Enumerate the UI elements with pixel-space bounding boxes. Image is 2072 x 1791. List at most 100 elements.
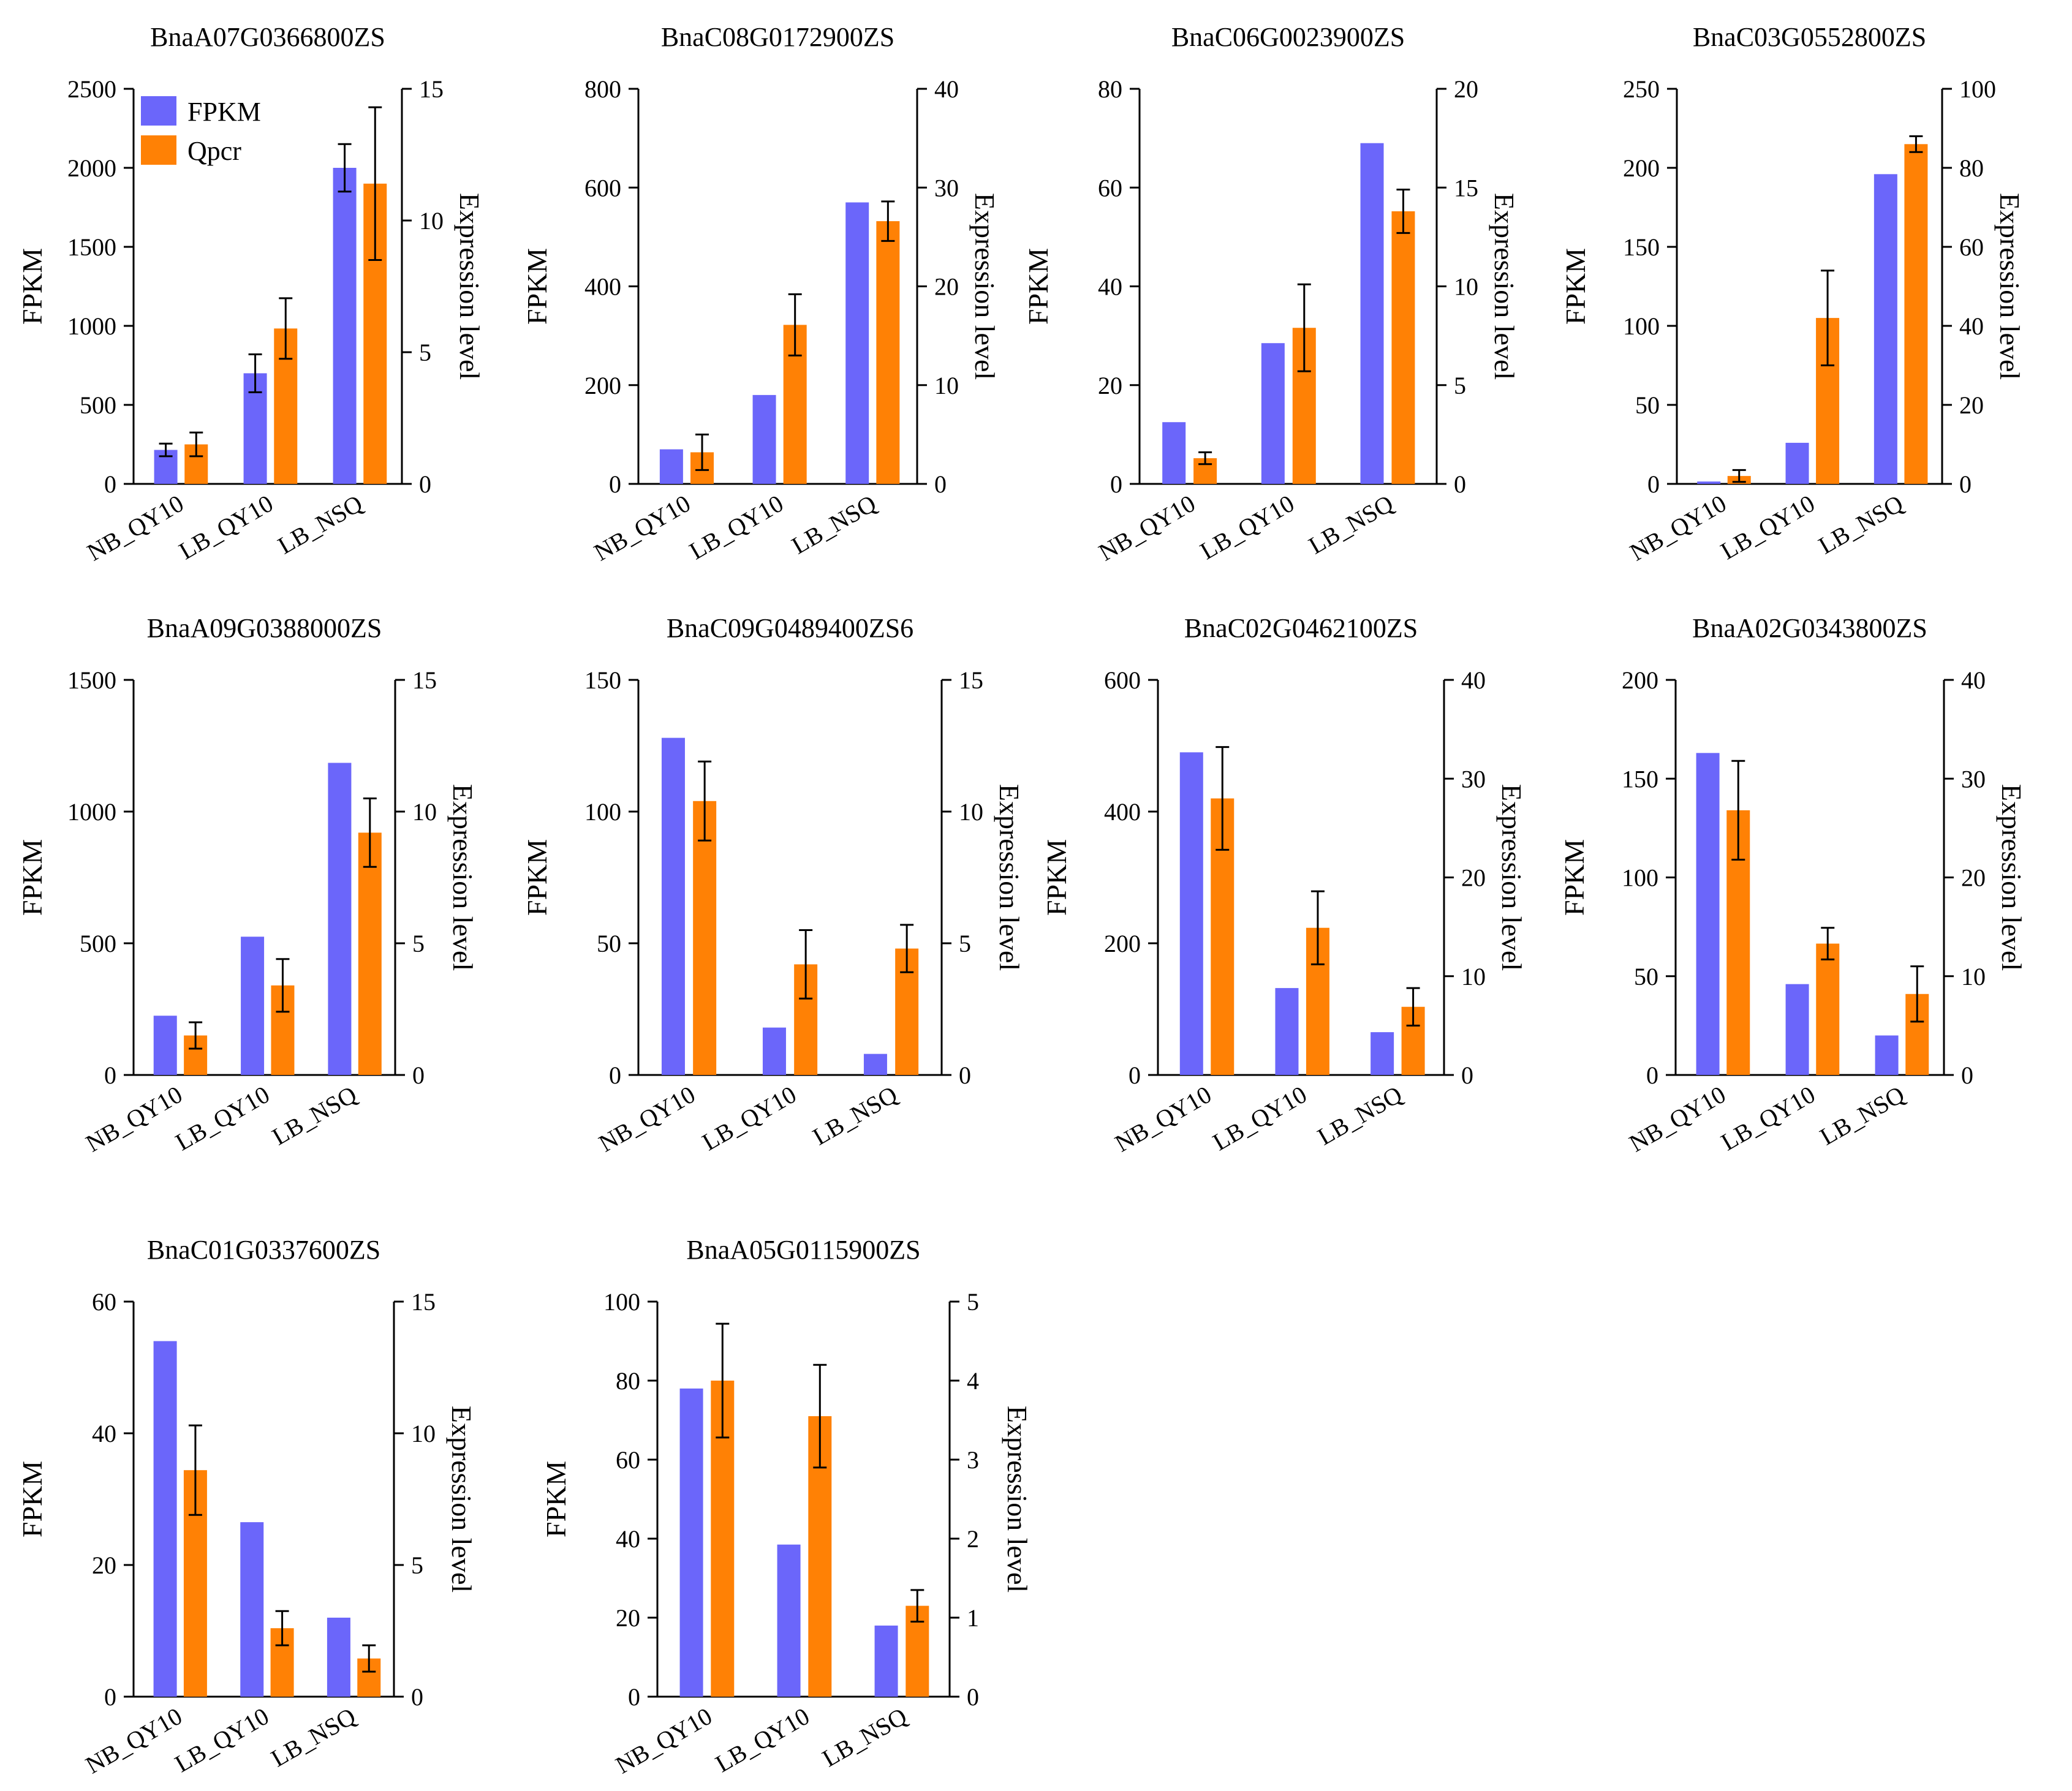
fpkm-bar-lb-qy10 bbox=[1275, 988, 1299, 1075]
left-tick-label: 100 bbox=[584, 798, 621, 826]
left-tick-label: 40 bbox=[1098, 273, 1122, 301]
right-tick-label: 40 bbox=[1961, 666, 1986, 694]
chart-title: BnaA05G0115900ZS bbox=[686, 1235, 920, 1265]
right-tick-label: 30 bbox=[934, 174, 959, 202]
right-tick-label: 2 bbox=[967, 1525, 979, 1553]
x-tick-label: LB_NSQ bbox=[817, 1702, 911, 1773]
left-tick-label: 200 bbox=[584, 372, 621, 399]
right-tick-label: 20 bbox=[934, 273, 959, 301]
x-tick-label: NB_QY10 bbox=[589, 489, 695, 567]
x-tick-label: LB_QY10 bbox=[1716, 489, 1820, 565]
right-tick-label: 15 bbox=[959, 666, 983, 694]
qpcr-bar-lb-nsq bbox=[876, 221, 900, 484]
left-tick-label: 50 bbox=[597, 930, 621, 957]
left-tick-label: 150 bbox=[584, 666, 621, 694]
right-tick-label: 40 bbox=[1959, 312, 1984, 340]
x-tick-label: LB_QY10 bbox=[1716, 1080, 1820, 1156]
qpcr-bar-lb-nsq bbox=[1391, 211, 1415, 484]
right-tick-label: 5 bbox=[959, 930, 971, 957]
x-tick-label: NB_QY10 bbox=[1625, 1080, 1731, 1158]
left-tick-label: 0 bbox=[1647, 470, 1660, 498]
left-tick-label: 150 bbox=[1623, 233, 1660, 261]
right-tick-label: 0 bbox=[1961, 1061, 1973, 1089]
left-tick-label: 800 bbox=[584, 75, 621, 103]
fpkm-bar-nb-qy10 bbox=[1179, 752, 1203, 1075]
right-tick-label: 0 bbox=[934, 470, 947, 498]
chart-title: BnaC08G0172900ZS bbox=[661, 22, 894, 52]
fpkm-bar-lb-qy10 bbox=[241, 937, 265, 1075]
chart-panel-10: BnaA05G0115900ZS 0 20 40 60 80 100 0 1 2 3 4 5 FPKM Ex… bbox=[540, 1235, 1033, 1779]
left-tick-label: 40 bbox=[92, 1420, 116, 1447]
x-tick-label: LB_NSQ bbox=[1813, 489, 1907, 560]
left-tick-label: 20 bbox=[92, 1552, 116, 1579]
fpkm-bar-nb-qy10 bbox=[1697, 481, 1721, 484]
left-tick-label: 500 bbox=[80, 930, 116, 957]
right-tick-label: 10 bbox=[1461, 963, 1486, 990]
y2-axis-title: Expression level bbox=[1489, 193, 1520, 380]
right-tick-label: 10 bbox=[959, 798, 983, 826]
fpkm-bar-nb-qy10 bbox=[659, 449, 683, 484]
left-tick-label: 400 bbox=[1104, 798, 1141, 826]
x-tick-label: NB_QY10 bbox=[1625, 489, 1731, 567]
fpkm-bar-lb-qy10 bbox=[1785, 984, 1809, 1075]
y2-axis-title: Expression level bbox=[454, 193, 485, 380]
chart-panel-5: BnaA09G0388000ZS 0 500 1000 1500 0 5 10 15 FPKM Ex… bbox=[17, 613, 478, 1157]
y-axis-title: FPKM bbox=[1041, 839, 1072, 916]
legend-swatch-qpcr bbox=[141, 135, 176, 165]
y-axis-title: FPKM bbox=[1023, 248, 1054, 325]
chart-title: BnaC02G0462100ZS bbox=[1184, 613, 1418, 643]
right-tick-label: 20 bbox=[1961, 864, 1986, 892]
y2-axis-title: Expression level bbox=[447, 784, 478, 971]
y-axis-title: FPKM bbox=[1560, 248, 1591, 325]
x-tick-label: LB_NSQ bbox=[1304, 489, 1397, 560]
fpkm-bar-nb-qy10 bbox=[661, 737, 685, 1075]
left-tick-label: 1500 bbox=[67, 233, 116, 261]
right-tick-label: 0 bbox=[1959, 470, 1972, 498]
left-tick-label: 40 bbox=[616, 1525, 640, 1553]
left-tick-label: 0 bbox=[1110, 470, 1122, 498]
right-tick-label: 20 bbox=[1454, 75, 1478, 103]
fpkm-bar-lb-qy10 bbox=[777, 1544, 801, 1697]
left-tick-label: 0 bbox=[628, 1683, 640, 1711]
fpkm-bar-nb-qy10 bbox=[153, 1016, 177, 1075]
right-tick-label: 60 bbox=[1959, 233, 1984, 261]
fpkm-bar-lb-nsq bbox=[333, 168, 357, 484]
left-tick-label: 50 bbox=[1634, 963, 1658, 990]
fpkm-bar-lb-nsq bbox=[874, 1625, 898, 1697]
right-tick-label: 100 bbox=[1959, 75, 1996, 103]
x-tick-label: LB_QY10 bbox=[684, 489, 788, 565]
x-tick-label: LB_QY10 bbox=[697, 1080, 801, 1156]
right-tick-label: 10 bbox=[419, 207, 444, 235]
left-tick-label: 0 bbox=[1129, 1061, 1141, 1089]
right-tick-label: 5 bbox=[1454, 372, 1466, 399]
x-tick-label: LB_NSQ bbox=[1815, 1080, 1909, 1151]
chart-title: BnaA07G0366800ZS bbox=[150, 22, 385, 52]
right-tick-label: 0 bbox=[411, 1683, 423, 1711]
x-tick-label: LB_NSQ bbox=[267, 1702, 360, 1773]
chart-panel-4: BnaC03G0552800ZS 0 50 100 150 200 250 0 20 40 60 80… bbox=[1560, 22, 2025, 566]
left-tick-label: 20 bbox=[616, 1604, 640, 1632]
y-axis-title: FPKM bbox=[17, 1461, 48, 1537]
x-tick-label: LB_NSQ bbox=[267, 1080, 361, 1151]
left-tick-label: 0 bbox=[609, 470, 621, 498]
x-tick-label: LB_QY10 bbox=[171, 1080, 274, 1156]
chart-title: BnaC06G0023900ZS bbox=[1171, 22, 1405, 52]
chart-panel-1: BnaA07G0366800ZS 0 500 1000 1500 2000 2500 0 5 10… bbox=[17, 22, 485, 566]
left-tick-label: 0 bbox=[609, 1061, 621, 1089]
left-tick-label: 0 bbox=[104, 470, 116, 498]
chart-panel-3: BnaC06G0023900ZS 0 20 40 60 80 0 5 10 15 20 FPKM Exp… bbox=[1023, 22, 1520, 566]
left-tick-label: 0 bbox=[1646, 1061, 1658, 1089]
right-tick-label: 5 bbox=[411, 1552, 423, 1579]
left-tick-label: 600 bbox=[584, 174, 621, 202]
left-tick-label: 50 bbox=[1635, 391, 1660, 419]
left-tick-label: 60 bbox=[616, 1446, 640, 1474]
y2-axis-title: Expression level bbox=[446, 1406, 477, 1593]
fpkm-bar-nb-qy10 bbox=[1162, 422, 1186, 484]
chart-title: BnaC03G0552800ZS bbox=[1693, 22, 1926, 52]
x-tick-label: LB_NSQ bbox=[1313, 1080, 1407, 1151]
fpkm-bar-nb-qy10 bbox=[1696, 753, 1720, 1075]
chart-panel-7: BnaC02G0462100ZS 0 200 400 600 0 10 20 30 40 FPKM E… bbox=[1041, 613, 1527, 1157]
left-tick-label: 1000 bbox=[67, 798, 116, 826]
right-tick-label: 10 bbox=[411, 1420, 436, 1447]
chart-panel-2: BnaC08G0172900ZS 0 200 400 600 800 0 10 20 30 40 FP… bbox=[521, 22, 1000, 566]
